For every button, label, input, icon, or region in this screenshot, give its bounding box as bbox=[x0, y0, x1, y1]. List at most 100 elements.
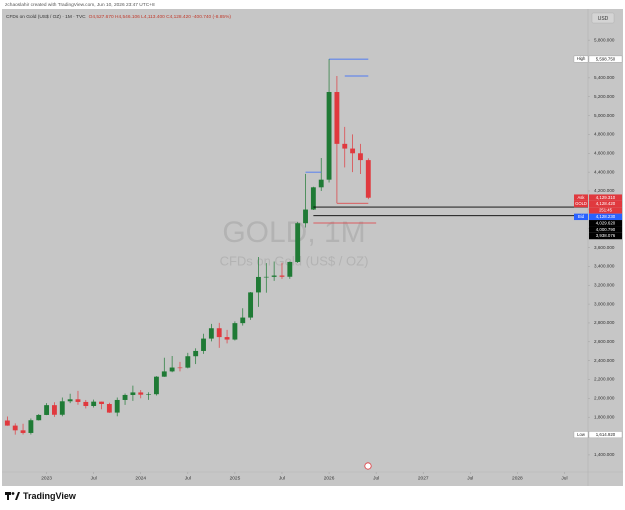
price-tag-name-box bbox=[574, 200, 588, 208]
candle-body bbox=[334, 92, 340, 144]
price-tag-label: 5,598.750 bbox=[596, 56, 616, 61]
price-tag-box bbox=[588, 431, 623, 439]
candle-body bbox=[44, 405, 50, 415]
y-tick-label: 3,200.000 bbox=[594, 282, 615, 287]
y-tick-label: 5,200.000 bbox=[594, 94, 615, 99]
y-tick-label: 1,400.000 bbox=[594, 452, 615, 457]
y-tick-label: 4,400.000 bbox=[594, 169, 615, 174]
y-tick-label: 3,400.000 bbox=[594, 264, 615, 269]
currency[interactable]: USD bbox=[598, 16, 609, 22]
currency-box[interactable] bbox=[591, 12, 615, 24]
logo-dot bbox=[11, 492, 15, 495]
candle-body bbox=[4, 420, 10, 426]
y-tick-label: 5,800.000 bbox=[594, 37, 615, 42]
y-tick-label: 2,000.000 bbox=[594, 396, 615, 401]
y-tick-label: 2,800.000 bbox=[594, 320, 615, 325]
price-tag-name: Ask bbox=[578, 195, 586, 200]
candle-body bbox=[106, 404, 112, 413]
watermark-title: GOLD, 1M bbox=[222, 216, 365, 249]
price-tag-box bbox=[589, 220, 622, 227]
price-tag-label: 4,029.620 bbox=[596, 220, 616, 225]
price-tag-name-box bbox=[574, 194, 588, 201]
price-tag: 4,029.620 bbox=[589, 220, 622, 227]
x-tick-label: 2024 bbox=[135, 475, 146, 481]
candle-body bbox=[36, 414, 42, 421]
brand-logo bbox=[5, 492, 20, 500]
candle-body bbox=[83, 401, 89, 406]
candle-body bbox=[216, 328, 222, 338]
candle-body bbox=[271, 275, 277, 277]
candle-body bbox=[350, 148, 356, 154]
y-tick-label: 4,200.000 bbox=[594, 188, 615, 193]
x-tick-label: 2025 bbox=[230, 475, 241, 481]
candle-body bbox=[279, 275, 285, 277]
candle-body bbox=[52, 405, 57, 415]
x-tick-label: Jul bbox=[279, 475, 285, 481]
price-tag-box bbox=[589, 213, 622, 221]
price-tag-label: 4,129.310 bbox=[596, 195, 616, 200]
candle-body bbox=[232, 323, 238, 340]
price-tag-label: 3,938.076 bbox=[596, 233, 616, 238]
price-tag-name: High bbox=[577, 56, 586, 61]
x-tick-label: 2027 bbox=[418, 475, 429, 481]
price-tag-box bbox=[589, 232, 622, 240]
y-tick-label: 5,000.000 bbox=[594, 113, 615, 118]
candle-body bbox=[310, 187, 316, 210]
candle-body bbox=[177, 367, 183, 369]
y-tick-label: 3,600.000 bbox=[594, 245, 615, 250]
candle-body bbox=[12, 425, 18, 431]
candle-body bbox=[146, 394, 152, 395]
price-tag-box bbox=[588, 55, 623, 63]
x-tick-label: Jul bbox=[185, 475, 191, 481]
candle-body bbox=[122, 394, 128, 400]
price-tag: 4,128.420 GOLD 251:45 bbox=[574, 200, 622, 214]
candle-body bbox=[240, 317, 246, 324]
x-tick-label: 2023 bbox=[41, 475, 52, 481]
candle-body bbox=[28, 420, 34, 433]
candle-body bbox=[224, 337, 230, 340]
candle-body bbox=[365, 160, 371, 198]
candle-body bbox=[303, 209, 308, 224]
x-tick-label: 2028 bbox=[512, 475, 523, 481]
candle-body bbox=[263, 276, 269, 278]
price-tag-name-box bbox=[574, 213, 588, 221]
event-icon[interactable] bbox=[364, 462, 372, 470]
x-tick-label: Jul bbox=[373, 475, 379, 481]
candle-body bbox=[342, 143, 348, 149]
price-tag-name: GOLD bbox=[575, 201, 587, 206]
x-tick-label: Jul bbox=[561, 475, 567, 481]
candle-body bbox=[358, 153, 363, 161]
candle-body bbox=[256, 276, 261, 293]
chart-background bbox=[2, 9, 623, 486]
price-tag-name-box bbox=[573, 55, 589, 63]
logo-stem bbox=[7, 492, 9, 500]
logo-slash bbox=[15, 492, 20, 500]
price-tag: 4,128.230 Bid bbox=[574, 213, 622, 221]
ohlc: O4,527.670 H4,546.106 L4,113.400 C4,128.… bbox=[89, 14, 232, 20]
y-tick-label: 2,600.000 bbox=[594, 339, 615, 344]
y-tick-label: 3,000.000 bbox=[594, 301, 615, 306]
price-tag: 1,614.920 Low bbox=[573, 431, 623, 439]
candle-body bbox=[318, 179, 324, 188]
y-tick-label: 2,200.000 bbox=[594, 377, 615, 382]
price-tag-label: 1,614.920 bbox=[596, 432, 616, 437]
x-tick-label: 2026 bbox=[324, 475, 335, 481]
price-tag: 4,000.790 bbox=[589, 226, 622, 233]
y-tick-label: 4,800.000 bbox=[594, 132, 615, 137]
price-tag-label: 4,128.230 bbox=[596, 214, 616, 219]
candle-body bbox=[130, 392, 136, 395]
candle-body bbox=[91, 401, 97, 406]
y-tick-label: 2,400.000 bbox=[594, 358, 615, 363]
candle-body bbox=[114, 399, 120, 413]
candle-body bbox=[67, 399, 73, 402]
countdown-box bbox=[589, 207, 622, 214]
credit: zchaoslahir created with TradingView.com… bbox=[5, 2, 155, 8]
symbol: CFDs on Gold (US$ / OZ) · 1M · TVC O4,527… bbox=[6, 14, 231, 20]
x-tick-label: Jul bbox=[91, 475, 97, 481]
candle-body bbox=[201, 338, 206, 351]
y-tick-label: 5,400.000 bbox=[594, 75, 615, 80]
price-tag-name: Bid bbox=[578, 214, 585, 219]
symbol-name: CFDs on Gold (US$ / OZ) · 1M · TVC bbox=[6, 14, 86, 20]
x-tick-label: Jul bbox=[467, 475, 473, 481]
